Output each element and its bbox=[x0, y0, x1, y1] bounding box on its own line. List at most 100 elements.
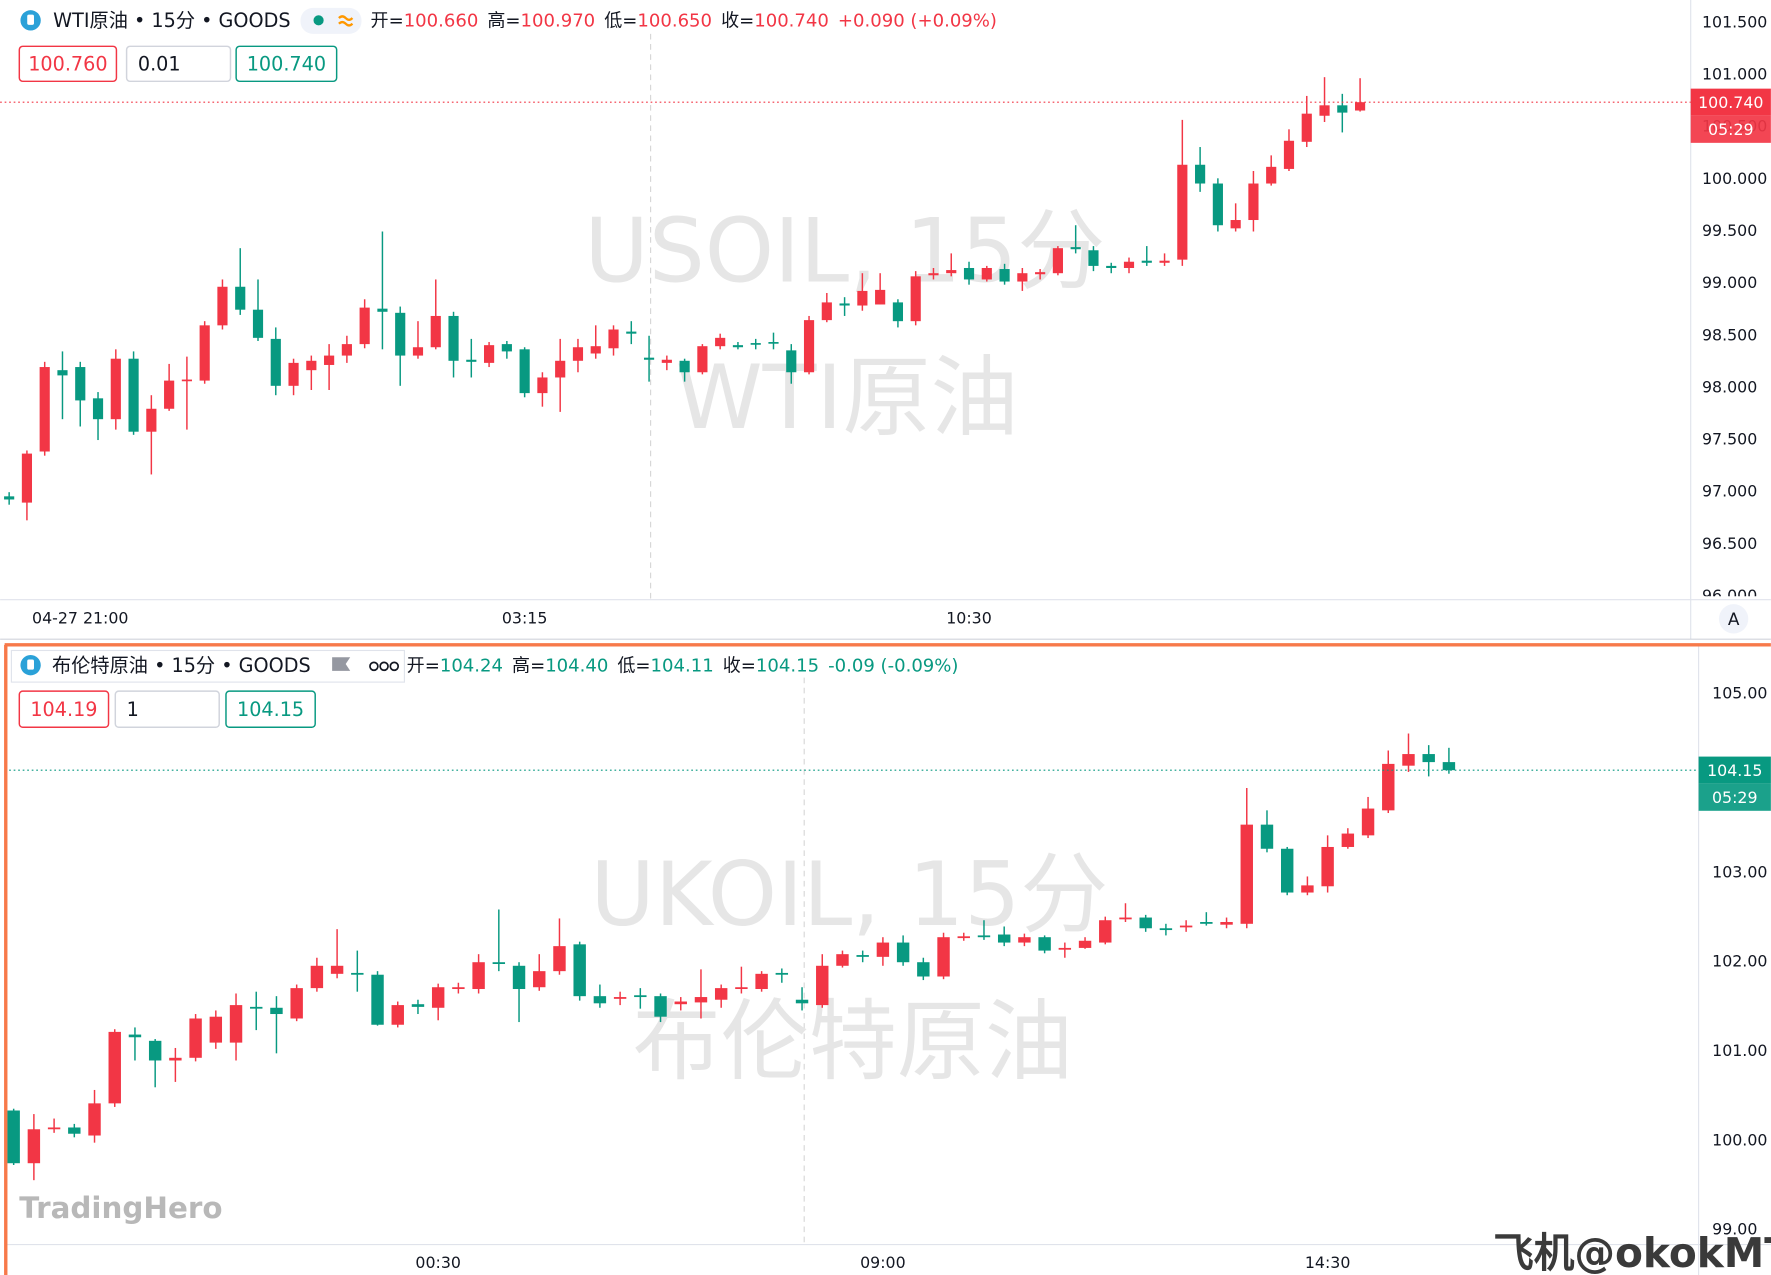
ohlc-value: 100.650 bbox=[637, 10, 712, 31]
candle-body bbox=[1280, 848, 1294, 893]
candle-body bbox=[593, 996, 607, 1004]
more-icon[interactable] bbox=[369, 661, 400, 672]
trade-button[interactable] bbox=[235, 45, 338, 83]
candle-body bbox=[4, 496, 15, 500]
candle-body bbox=[466, 359, 477, 362]
auto-scale-label[interactable]: A bbox=[1728, 609, 1740, 629]
symbol-watermark: UKOIL, 15分 bbox=[590, 843, 1108, 946]
candle-body bbox=[484, 345, 495, 363]
ohlc-legend: 开=104.24 高=104.40 低=104.11 收=104.15 -0.09 (-… bbox=[407, 655, 959, 676]
symbol-icon bbox=[27, 659, 34, 670]
candle-body bbox=[1341, 833, 1355, 847]
candle-body bbox=[755, 973, 768, 990]
candle-body bbox=[57, 370, 68, 376]
candle-body bbox=[1070, 247, 1081, 250]
trade-price[interactable]: 104.15 bbox=[237, 698, 304, 721]
candle-body bbox=[39, 367, 50, 452]
flag-icon[interactable] bbox=[332, 657, 351, 671]
y-tick-label: 101.500 bbox=[1702, 12, 1767, 31]
candle-body bbox=[555, 360, 566, 378]
last-price-box bbox=[1698, 756, 1771, 784]
trade-price[interactable]: 100.740 bbox=[247, 52, 326, 75]
candle-body bbox=[1078, 940, 1092, 948]
candle-body bbox=[395, 312, 406, 356]
candle-body bbox=[1058, 947, 1072, 950]
countdown: 05:29 bbox=[1708, 120, 1754, 139]
candle-body bbox=[803, 320, 815, 373]
x-tick-label: 14:30 bbox=[1305, 1253, 1351, 1272]
y-tick-label: 105.00 bbox=[1712, 684, 1767, 703]
auto-scale-button[interactable] bbox=[1718, 604, 1749, 634]
candle-body bbox=[572, 347, 584, 361]
quantity-value[interactable]: 0.01 bbox=[138, 52, 181, 75]
y-tick-label: 97.500 bbox=[1702, 430, 1757, 449]
candle-body bbox=[786, 350, 797, 373]
candle-body bbox=[270, 338, 281, 386]
trade-price[interactable]: 100.760 bbox=[28, 52, 107, 75]
candle-body bbox=[1195, 164, 1206, 184]
trade-button[interactable] bbox=[225, 690, 316, 729]
trade-button[interactable] bbox=[18, 45, 118, 83]
candle-body bbox=[654, 996, 667, 1017]
candle-body bbox=[235, 286, 246, 310]
candle-body bbox=[164, 380, 175, 409]
candle-body bbox=[47, 1127, 61, 1130]
candle-body bbox=[252, 309, 264, 338]
candle-body bbox=[1159, 928, 1173, 931]
candle-body bbox=[1017, 273, 1028, 282]
candle-body bbox=[937, 937, 950, 977]
ohlc-value: 104.24 bbox=[440, 655, 503, 676]
delay-icon bbox=[338, 15, 354, 27]
candle-body bbox=[1177, 164, 1188, 260]
quantity-input[interactable] bbox=[125, 45, 232, 83]
candle-body bbox=[21, 453, 33, 503]
candle-body bbox=[148, 1040, 162, 1061]
symbol-watermark: WTI原油 bbox=[676, 346, 1019, 449]
change: -0.09 (-0.09%) bbox=[828, 655, 958, 676]
candle-body bbox=[270, 1007, 283, 1015]
candle-body bbox=[1200, 922, 1213, 924]
candle-body bbox=[679, 360, 690, 373]
candle-body bbox=[892, 302, 904, 322]
last-price-label: 100.740 bbox=[1698, 93, 1763, 112]
candle-body bbox=[229, 1005, 243, 1043]
candle-body bbox=[795, 999, 809, 1004]
candle-body bbox=[411, 1004, 425, 1007]
logo: TradingHero bbox=[19, 1191, 222, 1225]
y-tick-label: 98.000 bbox=[1702, 377, 1757, 396]
countdown: 05:29 bbox=[1712, 788, 1758, 807]
candle-body bbox=[169, 1057, 182, 1061]
y-tick-label: 101.00 bbox=[1712, 1041, 1767, 1060]
candle-body bbox=[288, 362, 299, 386]
candle-body bbox=[448, 315, 459, 361]
last-price-label: 104.15 bbox=[1707, 761, 1762, 780]
candle-body bbox=[7, 1110, 20, 1164]
candle-body bbox=[88, 1103, 101, 1136]
y-tick-label: 96.500 bbox=[1702, 534, 1757, 553]
candle-body bbox=[1283, 140, 1295, 169]
trade-button[interactable] bbox=[18, 690, 110, 729]
quantity-input[interactable] bbox=[114, 690, 220, 729]
status-pill[interactable] bbox=[300, 7, 362, 34]
trade-price[interactable]: 104.19 bbox=[30, 698, 97, 721]
candle-body bbox=[876, 942, 890, 957]
candle-body bbox=[816, 965, 829, 1006]
ohlc-legend: 开=100.660 高=100.970 低=100.650 收=100.740 +0.0… bbox=[371, 10, 997, 31]
candle-body bbox=[533, 971, 546, 988]
quantity-value[interactable]: 1 bbox=[127, 698, 139, 721]
ohlc-label: 高= bbox=[512, 655, 545, 676]
candle-body bbox=[1422, 754, 1435, 763]
candle-body bbox=[875, 289, 886, 305]
y-tick-label: 99.00 bbox=[1712, 1220, 1757, 1239]
candle-body bbox=[715, 337, 726, 347]
candle-body bbox=[181, 379, 192, 382]
ohlc-value: 100.740 bbox=[754, 10, 829, 31]
candle-body bbox=[1099, 920, 1112, 943]
candle-body bbox=[412, 347, 424, 356]
candle-body bbox=[209, 1016, 223, 1043]
candle-body bbox=[857, 290, 868, 306]
candle-body bbox=[1035, 272, 1046, 275]
y-tick-label: 100.00 bbox=[1712, 1130, 1767, 1149]
x-tick-label: 00:30 bbox=[415, 1253, 461, 1272]
